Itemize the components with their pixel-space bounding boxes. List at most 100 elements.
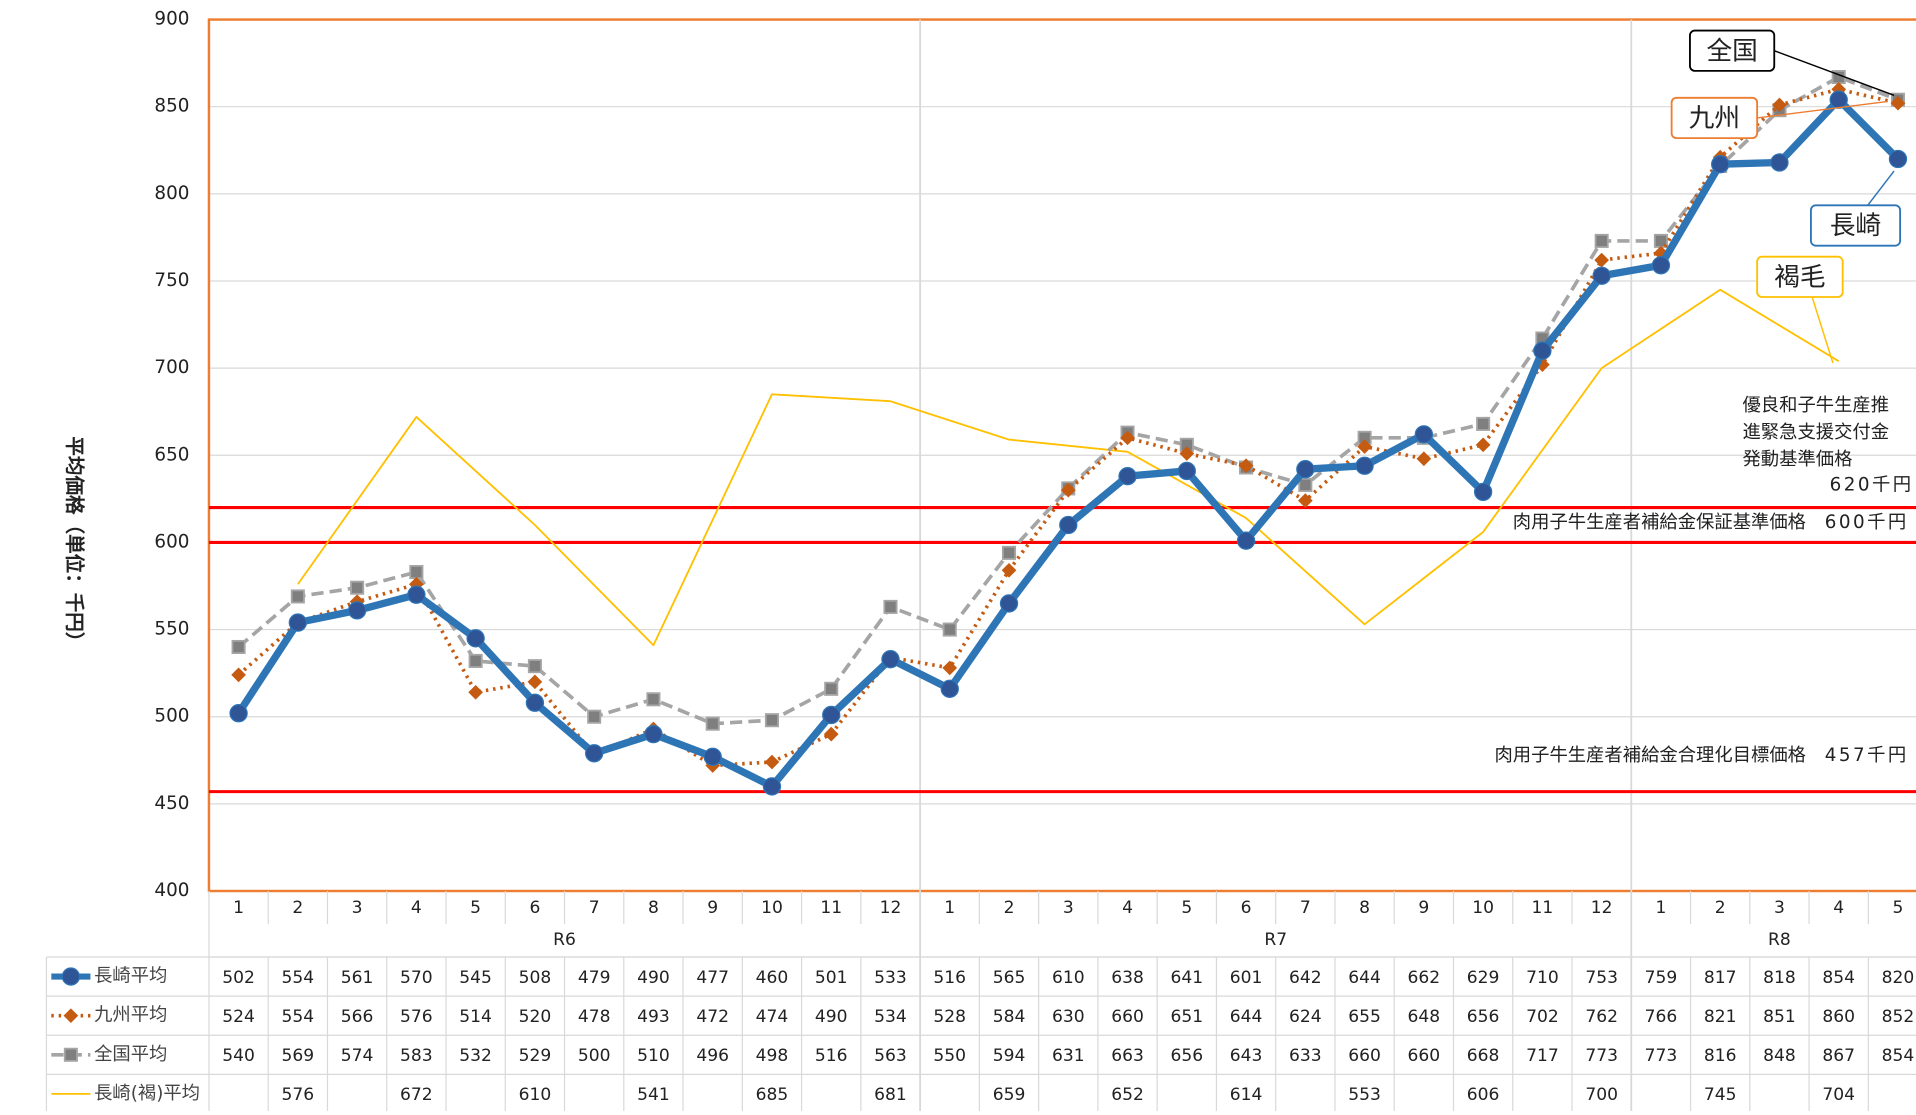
reference-label: 肉用子牛生産者補給金合理化目標価格: [1494, 745, 1806, 766]
table-cell: 576: [400, 1007, 433, 1027]
group-label: R7: [1264, 930, 1287, 950]
table-cell: 700: [1585, 1085, 1618, 1105]
point: [1473, 482, 1493, 502]
callout-pointer: [1757, 100, 1888, 119]
table-cell: 594: [993, 1046, 1026, 1066]
point: [1592, 266, 1611, 285]
table-cell: 460: [756, 968, 789, 988]
plot-border: [207, 18, 1916, 893]
point: [288, 613, 308, 632]
table-cell: 490: [637, 968, 670, 988]
table-cell: 643: [1230, 1046, 1263, 1066]
table-cell: 817: [1704, 968, 1737, 988]
table-cell: 644: [1348, 968, 1381, 988]
table-cell: 816: [1704, 1046, 1737, 1066]
point: [762, 777, 782, 796]
point: [1770, 153, 1789, 172]
table-cell: 566: [341, 1007, 374, 1027]
point: [290, 589, 305, 604]
point: [646, 692, 661, 707]
table-cell: 516: [933, 968, 966, 988]
table-cell: 565: [993, 968, 1026, 988]
table-cell: 624: [1289, 1007, 1322, 1027]
table-cell: 668: [1467, 1046, 1500, 1066]
x-tick-label: 5: [470, 898, 481, 918]
callout-label: 九州: [1689, 104, 1740, 134]
table-cell: 540: [222, 1046, 255, 1066]
point: [1357, 439, 1372, 454]
table-cell: 704: [1822, 1085, 1855, 1105]
table-cell: 533: [874, 968, 907, 988]
table-cell: 753: [1585, 968, 1618, 988]
table-cell: 854: [1882, 1046, 1915, 1066]
point: [231, 639, 246, 655]
point: [1296, 460, 1315, 479]
point: [1001, 545, 1017, 560]
x-tick-label: 10: [1472, 898, 1494, 918]
callout-box: [1689, 29, 1776, 72]
point: [1118, 467, 1137, 486]
point: [940, 679, 959, 698]
callout-pointer: [1811, 296, 1834, 364]
point: [764, 754, 780, 770]
table-cell: 554: [282, 1007, 315, 1027]
point: [705, 716, 720, 731]
table-cell: 631: [1052, 1046, 1085, 1066]
point: [61, 967, 81, 986]
table-cell: 659: [993, 1085, 1026, 1105]
table-cell: 638: [1111, 968, 1144, 988]
point: [1059, 515, 1078, 535]
table-cell: 656: [1170, 1046, 1203, 1066]
table-cell: 610: [1052, 968, 1085, 988]
table-cell: 652: [1111, 1085, 1144, 1105]
point: [883, 599, 898, 614]
reference-value-label: 600千円: [1825, 512, 1909, 533]
table-cell: 681: [874, 1085, 907, 1105]
point: [822, 705, 841, 725]
table-cell: 508: [519, 968, 552, 988]
point: [1416, 451, 1432, 467]
table-cell: 745: [1704, 1085, 1737, 1105]
table-cell: 584: [993, 1007, 1026, 1027]
x-tick-label: 4: [1833, 898, 1844, 918]
table-cell: 773: [1585, 1046, 1618, 1066]
point: [1475, 437, 1491, 453]
point: [1888, 149, 1908, 169]
point: [942, 660, 958, 676]
callout-box: [1809, 204, 1902, 247]
y-tick-label: 750: [154, 270, 189, 291]
table-cell: 545: [459, 968, 492, 988]
table-cell: 663: [1111, 1046, 1144, 1066]
table-cell: 651: [1170, 1007, 1203, 1027]
table-cell: 852: [1882, 1007, 1915, 1027]
x-tick-label: 5: [1181, 898, 1192, 918]
x-tick-label: 4: [1122, 898, 1133, 918]
series-line: [237, 87, 1899, 768]
x-tick-label: 7: [589, 898, 600, 918]
table-cell: 606: [1467, 1085, 1500, 1105]
table-cell: 642: [1289, 968, 1322, 988]
table-cell: 685: [756, 1085, 789, 1105]
x-tick-label: 10: [761, 898, 783, 918]
point: [229, 704, 248, 723]
legend-label: 長崎(褐)平均: [94, 1083, 200, 1104]
table-cell: 660: [1408, 1046, 1441, 1066]
point: [1001, 562, 1017, 578]
table-cell: 532: [459, 1046, 492, 1066]
table-cell: 655: [1348, 1007, 1381, 1027]
x-tick-label: 3: [1063, 898, 1074, 918]
table-cell: 554: [282, 968, 315, 988]
table-cell: 710: [1526, 968, 1559, 988]
table-cell: 502: [222, 968, 255, 988]
legend-label: 全国平均: [94, 1044, 167, 1065]
point: [1890, 95, 1906, 111]
y-tick-label: 400: [154, 880, 189, 901]
point: [63, 1008, 79, 1023]
table-cell: 570: [400, 968, 433, 988]
point: [409, 565, 424, 580]
y-tick-label: 500: [154, 706, 189, 727]
point: [1060, 482, 1076, 498]
x-tick-label: 2: [1715, 898, 1726, 918]
point: [527, 674, 543, 690]
